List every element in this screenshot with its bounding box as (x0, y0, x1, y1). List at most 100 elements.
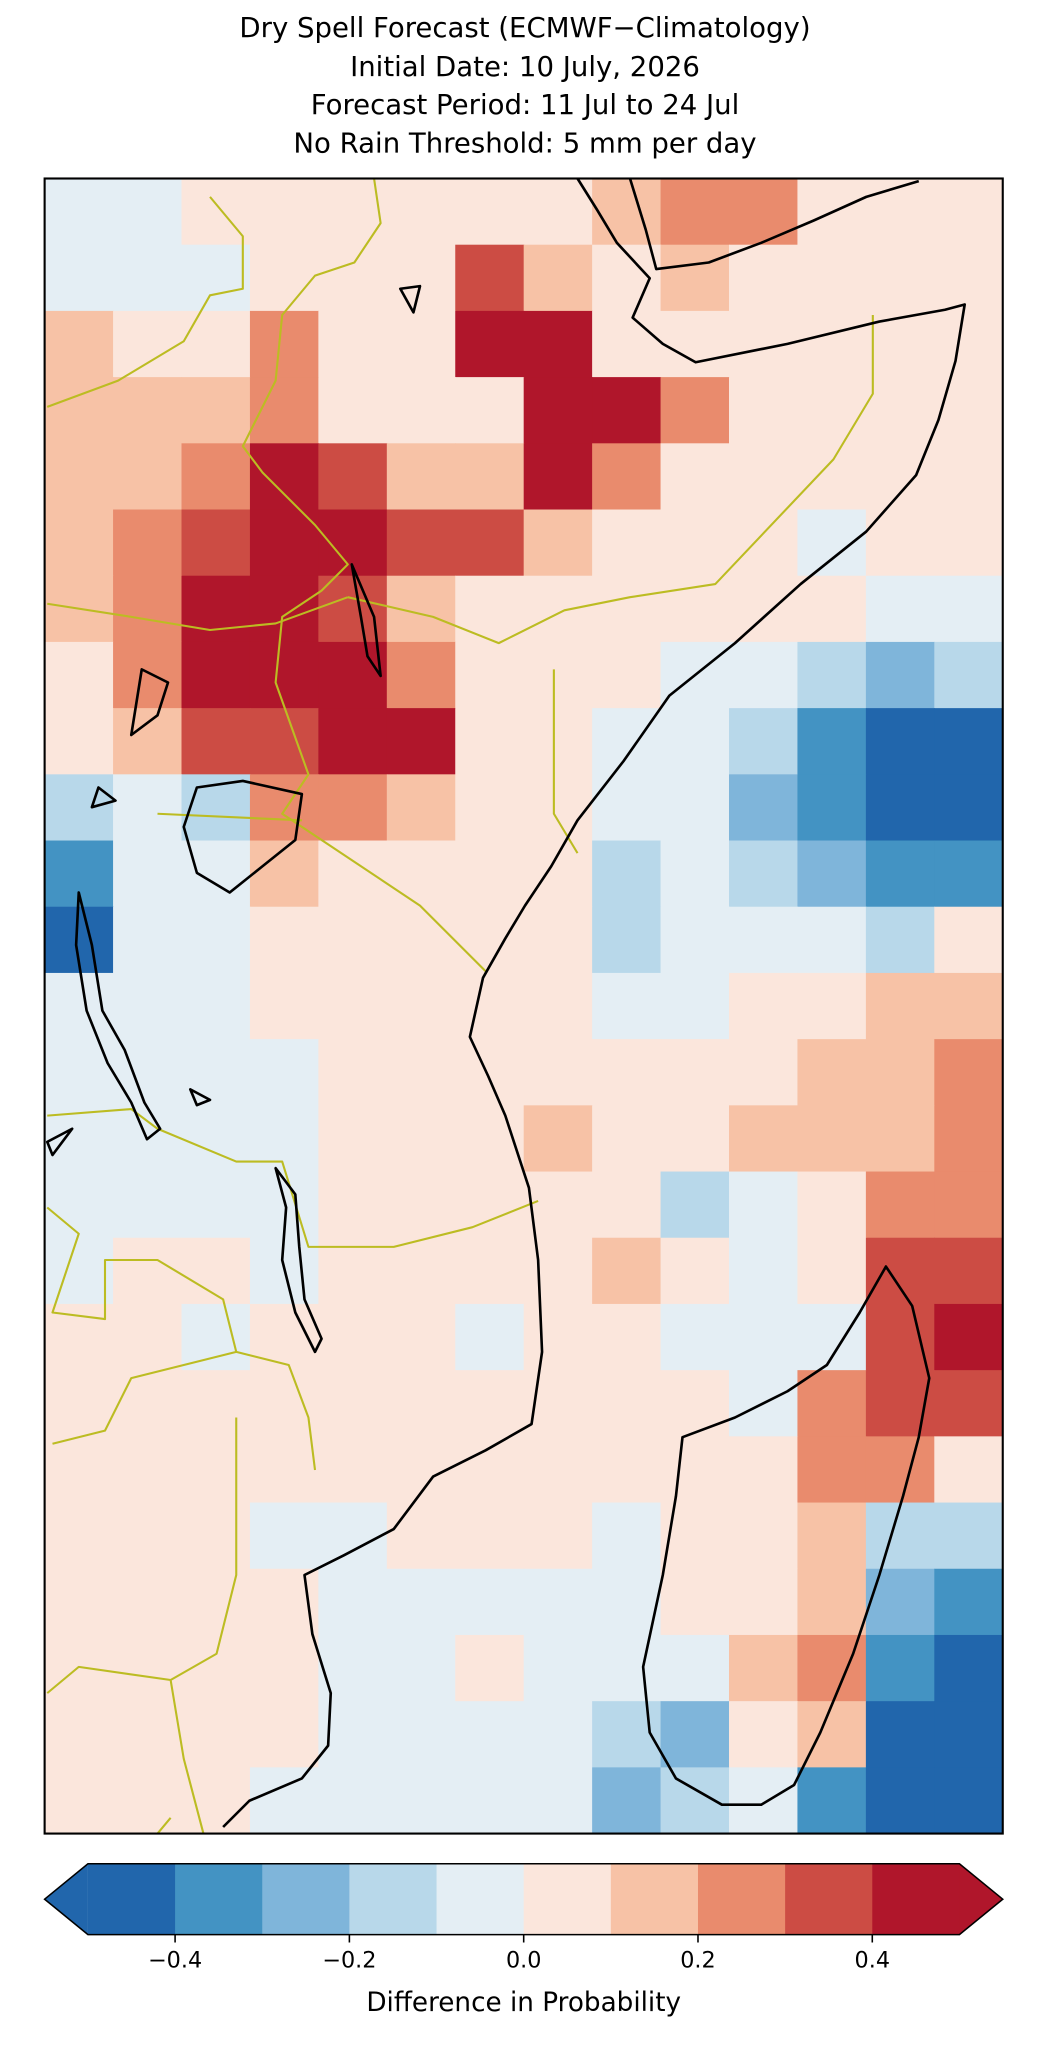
grid-cell (44, 178, 114, 246)
grid-cell (934, 443, 1004, 511)
grid-cell (113, 509, 183, 577)
grid-cell (44, 1303, 114, 1371)
grid-cell (660, 1634, 730, 1702)
grid-cell (660, 575, 730, 643)
grid-cell (249, 906, 320, 974)
grid-cell (249, 575, 320, 643)
grid-cell (113, 1171, 183, 1239)
grid-cell (181, 708, 251, 775)
grid-cell (797, 1303, 867, 1371)
grid-cell (865, 1436, 935, 1504)
grid-cell (934, 1303, 1004, 1371)
grid-cell (660, 377, 730, 444)
grid-cell (523, 641, 593, 709)
grid-cell (797, 972, 867, 1040)
grid-cell (729, 1105, 799, 1173)
grid-cell (113, 1502, 183, 1570)
grid-cell (44, 1237, 114, 1305)
grid-cell (44, 1701, 114, 1769)
grid-cell (113, 774, 183, 842)
grid-cell (113, 1634, 183, 1702)
colorbar-extend (959, 1863, 1003, 1935)
grid-cell (523, 1701, 593, 1769)
grid-cell (797, 840, 867, 908)
grid-cell (729, 1502, 799, 1570)
map-frame (43, 177, 1004, 1835)
grid-cell (386, 509, 456, 577)
grid-cell (592, 641, 662, 709)
grid-cell (455, 1568, 525, 1636)
grid-cell (181, 906, 251, 974)
colorbar-tick-label: 0.2 (680, 1947, 715, 1973)
grid-cell (592, 906, 662, 974)
grid-cell (523, 310, 593, 378)
grid-cell (386, 1502, 456, 1570)
grid-cell (592, 377, 662, 444)
grid-cell (386, 377, 456, 444)
grid-cell (934, 774, 1004, 842)
grid-cell (592, 1370, 662, 1438)
grid-cell (249, 509, 320, 577)
grid-cell (523, 972, 593, 1040)
grid-cell (318, 178, 388, 246)
grid-cell (455, 1767, 525, 1835)
grid-cell (660, 1436, 730, 1504)
grid-cell (797, 1568, 867, 1636)
grid-cell (660, 1303, 730, 1371)
grid-cell (729, 178, 799, 246)
grid-cell (865, 1171, 935, 1239)
grid-cell (592, 575, 662, 643)
grid-cell (318, 244, 388, 312)
grid-cell (934, 178, 1004, 246)
grid-cell (865, 774, 935, 842)
grid-cell (318, 1436, 388, 1504)
grid-cell (729, 1634, 799, 1702)
grid-cell (113, 708, 183, 775)
grid-cell (386, 774, 456, 842)
lake (74, 891, 162, 1141)
grid-cell (934, 1502, 1004, 1570)
grid-cell (934, 906, 1004, 974)
colorbar-tick-label: −0.2 (322, 1947, 376, 1973)
grid-cell (797, 1237, 867, 1305)
grid-cell (318, 641, 388, 709)
grid-cell (797, 244, 867, 312)
grid-cell (934, 310, 1004, 378)
title-line: Initial Date: 10 July, 2026 (350, 51, 700, 83)
grid-cell (386, 443, 456, 511)
grid-cell (865, 1634, 935, 1702)
grid-cell (934, 1171, 1004, 1239)
grid-cell (455, 1502, 525, 1570)
grid-cell (386, 1237, 456, 1305)
grid-cell (660, 1568, 730, 1636)
border (46, 196, 244, 408)
grid-cell (865, 972, 935, 1040)
grid-cell (318, 1105, 388, 1173)
grid-cell (865, 178, 935, 246)
grid-cell (455, 1634, 525, 1702)
colorbar-segment (436, 1863, 525, 1935)
grid-cell (729, 509, 799, 577)
grid-cell (797, 1370, 867, 1438)
grid-cell (729, 1171, 799, 1239)
colorbar-segment (785, 1863, 873, 1935)
grid-cell (44, 377, 114, 444)
grid-cell (44, 1634, 114, 1702)
grid-cell (865, 575, 935, 643)
grid-cell (181, 641, 251, 709)
grid-cell (113, 1303, 183, 1371)
grid-cell (44, 1436, 114, 1504)
grid-cell (934, 1701, 1004, 1769)
colorbar-label: Difference in Probability (366, 1988, 681, 2018)
grid-cell (386, 1370, 456, 1438)
grid-cell (934, 641, 1004, 709)
grid-cell (181, 972, 251, 1040)
grid-cell (386, 178, 456, 246)
grid-cell (113, 1370, 183, 1438)
grid-cell (934, 708, 1004, 775)
grid-cell (318, 1237, 388, 1305)
grid-cell (181, 1171, 251, 1239)
grid-cell (44, 1502, 114, 1570)
grid-cell (523, 1502, 593, 1570)
grid-cell (523, 1039, 593, 1106)
